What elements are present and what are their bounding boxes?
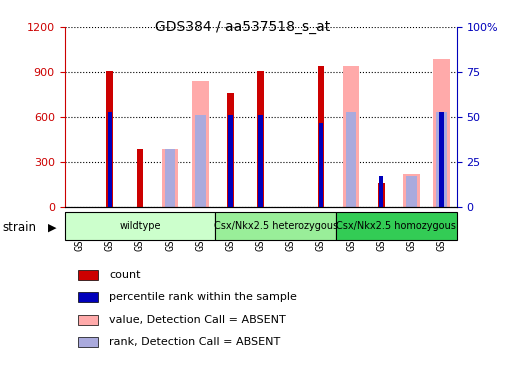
Bar (403, 174, 420, 207)
Bar (319, 123, 323, 207)
Text: percentile rank within the sample: percentile rank within the sample (109, 292, 297, 302)
Bar (215, 212, 336, 240)
Bar (437, 112, 447, 207)
Text: rank, Detection Call = ABSENT: rank, Detection Call = ABSENT (109, 337, 281, 347)
Text: count: count (109, 270, 141, 280)
Bar (162, 149, 179, 207)
Bar (77, 269, 98, 280)
Bar (77, 337, 98, 347)
Bar (259, 115, 263, 207)
Bar (137, 149, 143, 207)
Bar (106, 71, 113, 207)
Bar (433, 59, 450, 207)
Bar (440, 112, 444, 207)
Text: strain: strain (3, 221, 37, 234)
Text: wildtype: wildtype (119, 221, 160, 231)
Bar (378, 183, 384, 207)
Bar (228, 115, 233, 207)
Bar (227, 93, 234, 207)
Text: ▶: ▶ (47, 223, 56, 233)
Bar (379, 176, 383, 207)
Bar (77, 315, 98, 325)
Text: GDS384 / aa537518_s_at: GDS384 / aa537518_s_at (155, 20, 330, 34)
Bar (257, 71, 264, 207)
Bar (108, 112, 112, 207)
Text: Csx/Nkx2.5 homozygous: Csx/Nkx2.5 homozygous (336, 221, 456, 231)
Bar (192, 81, 208, 207)
Bar (64, 212, 215, 240)
Bar (195, 115, 205, 207)
Bar (317, 66, 324, 207)
Text: value, Detection Call = ABSENT: value, Detection Call = ABSENT (109, 315, 286, 325)
Bar (406, 176, 417, 207)
Bar (336, 212, 457, 240)
Bar (343, 66, 359, 207)
Bar (77, 292, 98, 302)
Bar (165, 149, 175, 207)
Bar (346, 112, 357, 207)
Text: Csx/Nkx2.5 heterozygous: Csx/Nkx2.5 heterozygous (214, 221, 338, 231)
